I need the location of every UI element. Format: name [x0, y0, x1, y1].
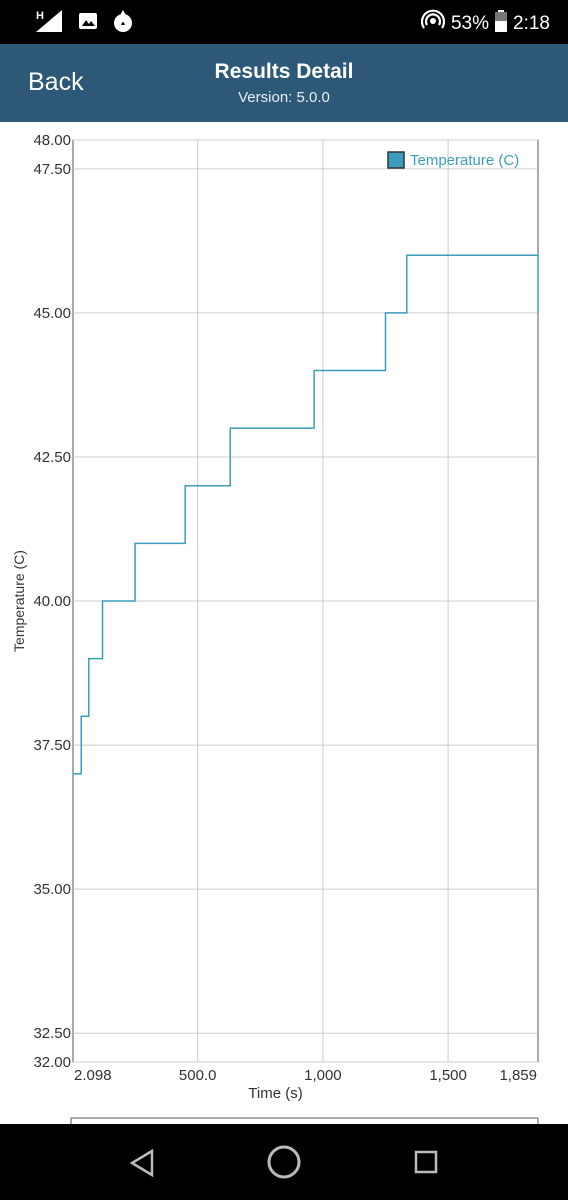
fire-icon [112, 9, 134, 38]
svg-text:H: H [36, 10, 44, 22]
back-nav-button[interactable] [128, 1148, 156, 1183]
x-tick-label: 1,500 [429, 1067, 467, 1084]
x-tick-label: 1,859 [499, 1067, 537, 1084]
x-tick-label: 1,000 [304, 1067, 342, 1084]
y-tick-label: 37.50 [33, 737, 71, 754]
y-tick-label: 35.00 [33, 881, 71, 898]
hotspot-icon [420, 9, 446, 39]
temperature-series-line [73, 254, 539, 775]
battery-icon [495, 10, 508, 38]
status-time: 2:18 [513, 13, 550, 34]
page-title: Results Detail [214, 60, 354, 83]
back-button[interactable]: Back [28, 68, 84, 96]
recents-nav-button[interactable] [414, 1150, 438, 1179]
x-tick-label: 2.098 [74, 1067, 112, 1084]
y-tick-label: 32.00 [33, 1054, 71, 1071]
legend-swatch [387, 151, 405, 169]
battery-percent: 53% [450, 13, 490, 34]
x-tick-label: 500.0 [179, 1067, 217, 1084]
legend-label: Temperature (C) [410, 152, 519, 169]
y-tick-label: 45.00 [33, 305, 71, 322]
y-tick-label: 40.00 [33, 593, 71, 610]
x-axis-label: Time (s) [248, 1085, 302, 1102]
home-nav-button[interactable] [266, 1144, 302, 1185]
y-tick-label: 47.50 [33, 161, 71, 178]
navigation-bar [0, 1124, 568, 1200]
y-tick-label: 48.00 [33, 132, 71, 149]
y-tick-label: 42.50 [33, 449, 71, 466]
y-tick-label: 32.50 [33, 1025, 71, 1042]
image-icon [78, 11, 98, 36]
signal-icon: H [30, 8, 64, 39]
app-bar: Back Results Detail Version: 5.0.0 [0, 44, 568, 122]
version-label: Version: 5.0.0 [238, 89, 330, 106]
temperature-chart[interactable]: 32.00 32.50 35.00 37.50 40.00 42.50 45.00 47.50… [0, 122, 568, 1124]
chart-area[interactable]: 32.00 32.50 35.00 37.50 40.00 42.50 45.00 47.50… [0, 122, 568, 1124]
y-axis-label: Temperature (C) [11, 550, 27, 652]
status-bar: H 53% [0, 0, 568, 44]
